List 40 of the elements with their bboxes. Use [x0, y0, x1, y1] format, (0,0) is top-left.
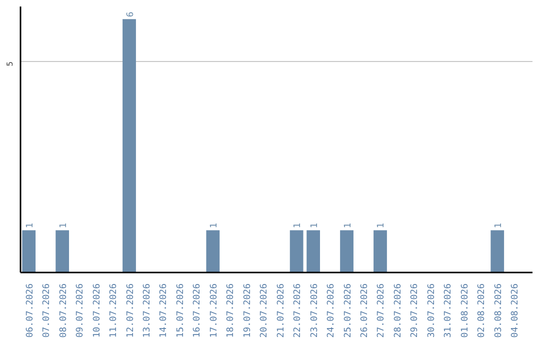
x-tick-label: 30.07.2026: [426, 283, 437, 338]
y-tick-label: 5: [6, 61, 14, 66]
x-tick-label: 17.07.2026: [209, 283, 220, 338]
x-tick-label: 15.07.2026: [176, 283, 186, 338]
data-label: 1: [58, 222, 69, 228]
x-tick-label: 26.07.2026: [360, 283, 370, 338]
x-tick-label: 22.07.2026: [293, 283, 304, 338]
data-label: 1: [25, 222, 36, 228]
data-label: 1: [209, 222, 220, 228]
x-tick-label: 02.08.2026: [477, 283, 488, 338]
x-tick-label: 13.07.2026: [142, 283, 152, 338]
x-tick-label: 09.07.2026: [76, 283, 86, 338]
x-tick-label: 19.07.2026: [242, 283, 253, 338]
x-tick-label: 24.07.2026: [326, 283, 337, 338]
x-tick-label: 29.07.2026: [410, 283, 420, 338]
x-tick-label: 25.07.2026: [343, 283, 354, 338]
data-label: 1: [293, 222, 304, 228]
data-label: 6: [126, 12, 136, 18]
data-label: 1: [343, 222, 354, 228]
x-tick-label: 07.07.2026: [42, 283, 52, 338]
x-tick-label: 12.07.2026: [126, 283, 136, 338]
x-tick-label: 04.08.2026: [510, 283, 521, 338]
x-tick-label: 16.07.2026: [192, 283, 203, 338]
x-tick-label: 21.07.2026: [276, 283, 286, 338]
data-label: 1: [310, 222, 320, 228]
x-tick-label: 14.07.2026: [159, 283, 170, 338]
x-tick-label: 03.08.2026: [494, 283, 504, 338]
x-tick-label: 11.07.2026: [109, 283, 120, 338]
x-tick-label: 20.07.2026: [260, 283, 270, 338]
x-tick-label: 27.07.2026: [376, 283, 387, 338]
x-tick-label: 28.07.2026: [393, 283, 404, 338]
data-label: 1: [376, 222, 387, 228]
x-tick-label: 06.07.2026: [25, 283, 36, 338]
x-tick-label: 01.08.2026: [460, 283, 470, 338]
x-tick-label: 10.07.2026: [92, 283, 102, 338]
x-tick-label: 31.07.2026: [444, 283, 454, 338]
data-label: 1: [494, 222, 504, 228]
x-tick-label: 23.07.2026: [310, 283, 320, 338]
x-tick-label: 08.07.2026: [58, 283, 69, 338]
x-tick-label: 18.07.2026: [226, 283, 236, 338]
